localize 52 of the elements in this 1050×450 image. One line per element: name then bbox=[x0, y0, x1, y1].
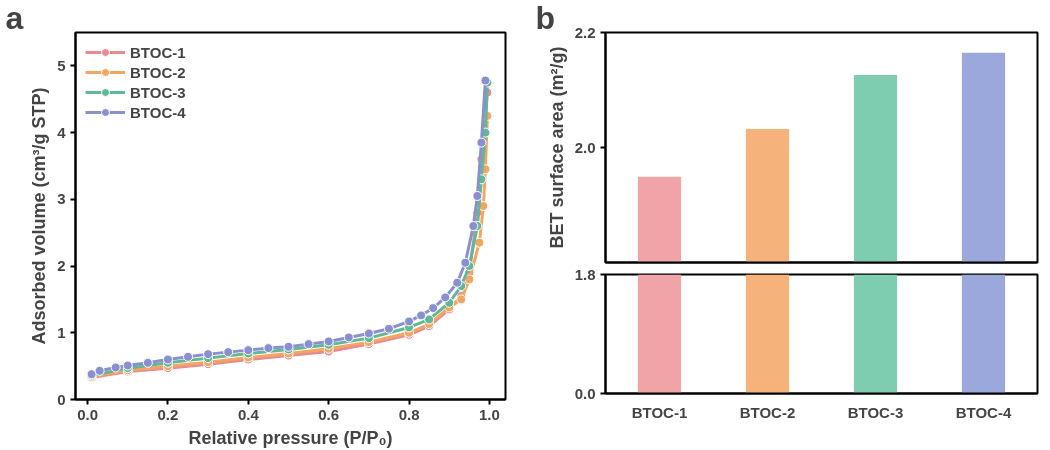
x-tick-label: BTOC-2 bbox=[739, 403, 796, 421]
point bbox=[460, 257, 471, 268]
point bbox=[464, 274, 475, 285]
point bbox=[468, 221, 479, 231]
x-axis-title: Relative pressure (P/P₀) bbox=[188, 427, 393, 448]
x-tick-label: BTOC-4 bbox=[955, 403, 1012, 421]
point bbox=[363, 328, 374, 339]
point bbox=[183, 351, 194, 362]
text: a bbox=[5, 0, 24, 36]
y-tick-label: 3 bbox=[57, 190, 66, 208]
legend-label: BTOC-4 bbox=[130, 103, 186, 121]
x-tick-label: 0.0 bbox=[77, 405, 98, 423]
point bbox=[452, 277, 463, 288]
point bbox=[203, 349, 214, 360]
point bbox=[404, 316, 415, 327]
point bbox=[472, 190, 483, 201]
point bbox=[303, 339, 314, 350]
point bbox=[343, 332, 354, 343]
point bbox=[474, 237, 485, 248]
point bbox=[416, 310, 427, 321]
x-tick-label: 0.6 bbox=[318, 405, 340, 423]
point bbox=[263, 343, 274, 354]
y-axis-title: Adsorbed volume (cm³/g STP) bbox=[29, 87, 50, 345]
y-tick-label: 4 bbox=[57, 123, 67, 141]
point bbox=[223, 347, 234, 358]
y-axis-title: BET surface area (m²/g) bbox=[546, 46, 567, 249]
legend-label: BTOC-1 bbox=[130, 43, 186, 61]
y-tick-label: 0 bbox=[57, 390, 66, 408]
point bbox=[383, 323, 394, 334]
point bbox=[428, 303, 439, 314]
point bbox=[424, 314, 435, 325]
point bbox=[476, 137, 487, 148]
point bbox=[142, 357, 153, 368]
text: b bbox=[535, 0, 556, 36]
x-tick-label: 0.4 bbox=[237, 405, 260, 423]
point bbox=[440, 292, 451, 303]
y-tick-label: 2.0 bbox=[574, 138, 596, 156]
y-tick-label: 5 bbox=[57, 56, 66, 74]
y-tick-label: 1 bbox=[57, 323, 66, 341]
y-tick-label: 2 bbox=[57, 257, 66, 275]
x-tick-label: BTOC-3 bbox=[847, 403, 904, 421]
x-tick-label: 1.0 bbox=[479, 405, 500, 423]
y-tick-label: 2.2 bbox=[574, 23, 596, 41]
x-tick-label: 0.2 bbox=[157, 405, 179, 423]
y-tick-label: 0.0 bbox=[574, 384, 596, 402]
x-tick-label: BTOC-1 bbox=[631, 403, 688, 421]
legend-label: BTOC-2 bbox=[130, 63, 186, 81]
point bbox=[94, 365, 105, 376]
y-tick-label: 1.8 bbox=[574, 265, 596, 283]
legend-label: BTOC-3 bbox=[130, 83, 186, 101]
point bbox=[110, 362, 121, 373]
x-tick-label: 0.8 bbox=[398, 405, 420, 423]
